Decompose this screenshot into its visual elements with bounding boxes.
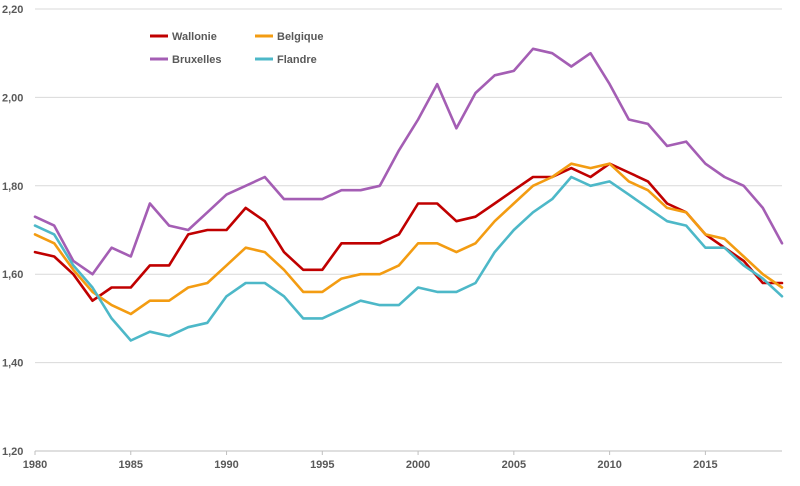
- x-tick-label: 1990: [214, 459, 238, 471]
- y-tick-label: 1,20: [2, 446, 23, 458]
- y-tick-label: 1,80: [2, 181, 23, 193]
- axes: 1,20 1,40 1,60 1,80 2,00 2,20 1980 1985 1990 1995…: [2, 4, 718, 471]
- legend-label: Belgique: [277, 31, 323, 43]
- legend-label: Bruxelles: [172, 54, 222, 66]
- x-tick-label: 2010: [597, 459, 621, 471]
- x-tick-label: 1980: [23, 459, 47, 471]
- series-line-wallonie: [33, 162, 784, 303]
- x-tick-label: 1985: [119, 459, 143, 471]
- legend: Wallonie Belgique Bruxelles Flandre: [150, 31, 323, 66]
- x-tick-label: 2005: [502, 459, 526, 471]
- y-tick-label: 1,40: [2, 358, 23, 370]
- series-lines: [33, 47, 784, 342]
- y-tick-label: 1,60: [2, 269, 23, 281]
- gridlines: [35, 8, 782, 452]
- x-tick-label: 1995: [310, 459, 334, 471]
- series-line-belgique: [33, 162, 784, 316]
- legend-label: Flandre: [277, 54, 317, 66]
- y-tick-label: 2,20: [2, 4, 23, 16]
- series-line-flandre: [33, 175, 784, 342]
- y-tick-label: 2,00: [2, 92, 23, 104]
- x-tick-label: 2000: [406, 459, 430, 471]
- legend-label: Wallonie: [172, 31, 217, 43]
- series-line-bruxelles: [33, 47, 784, 276]
- x-tick-label: 2015: [693, 459, 717, 471]
